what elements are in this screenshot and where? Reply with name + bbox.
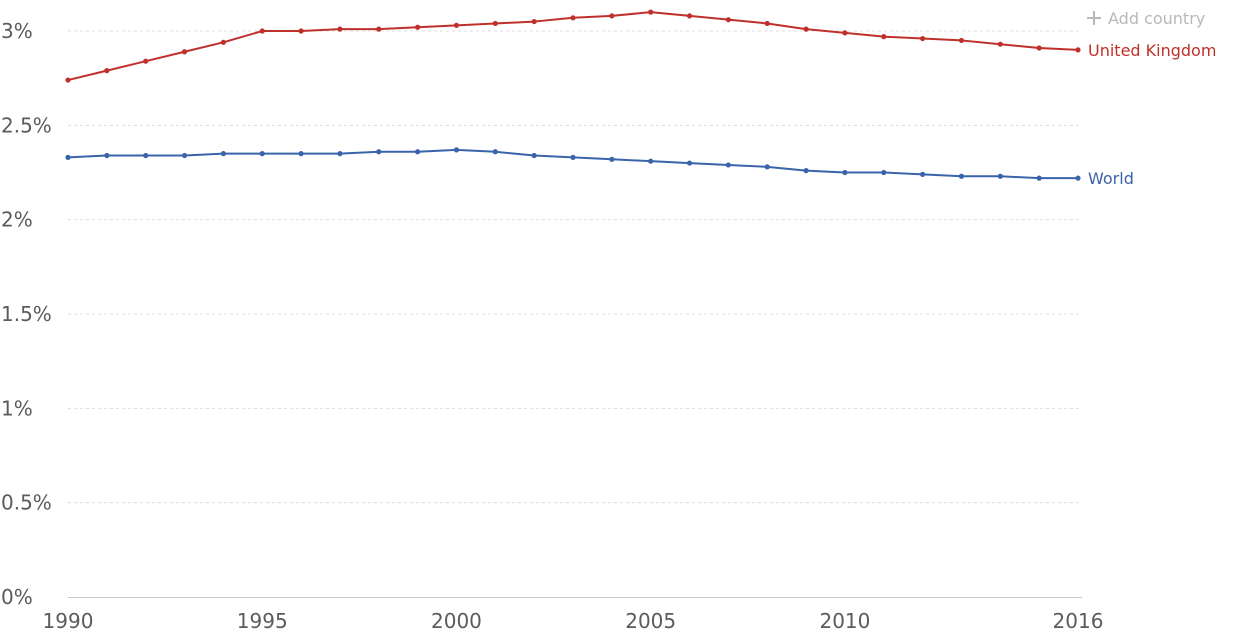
data-point-united-kingdom[interactable] xyxy=(104,68,110,74)
data-point-united-kingdom[interactable] xyxy=(337,26,343,32)
data-point-world[interactable] xyxy=(803,168,809,174)
data-point-world[interactable] xyxy=(881,169,887,176)
x-tick-label: 1990 xyxy=(43,609,94,633)
series-united-kingdom[interactable] xyxy=(65,9,1081,83)
data-point-united-kingdom[interactable] xyxy=(181,49,188,55)
data-point-united-kingdom[interactable] xyxy=(376,26,382,32)
data-point-world[interactable] xyxy=(997,173,1003,179)
data-point-world[interactable] xyxy=(920,171,926,177)
data-point-world[interactable] xyxy=(181,152,188,159)
y-tick-label: 0.5% xyxy=(1,491,52,515)
data-point-world[interactable] xyxy=(453,147,460,153)
data-point-world[interactable] xyxy=(492,149,498,155)
data-point-united-kingdom[interactable] xyxy=(1075,47,1081,53)
data-point-united-kingdom[interactable] xyxy=(298,28,304,34)
data-point-world[interactable] xyxy=(648,158,654,164)
data-point-world[interactable] xyxy=(143,152,149,159)
y-tick-label: 2.5% xyxy=(1,113,52,137)
x-tick-label: 1995 xyxy=(237,609,288,633)
data-point-united-kingdom[interactable] xyxy=(220,39,226,45)
data-point-world[interactable] xyxy=(1075,175,1081,181)
data-point-world[interactable] xyxy=(298,151,304,157)
data-point-world[interactable] xyxy=(65,154,71,161)
data-point-world[interactable] xyxy=(337,151,343,157)
data-point-united-kingdom[interactable] xyxy=(725,17,731,23)
x-tick-label: 2010 xyxy=(819,609,870,633)
data-point-united-kingdom[interactable] xyxy=(881,34,887,40)
data-point-united-kingdom[interactable] xyxy=(686,13,693,19)
data-point-united-kingdom[interactable] xyxy=(453,22,460,28)
data-point-united-kingdom[interactable] xyxy=(570,15,576,21)
add-country-button[interactable]: Add country xyxy=(1087,5,1205,31)
y-tick-label: 0% xyxy=(1,585,33,609)
data-point-united-kingdom[interactable] xyxy=(842,30,848,36)
data-point-united-kingdom[interactable] xyxy=(920,35,926,42)
data-point-united-kingdom[interactable] xyxy=(65,77,71,83)
data-point-united-kingdom[interactable] xyxy=(1036,45,1042,51)
y-tick-label: 2% xyxy=(1,208,33,232)
add-country-label: Add country xyxy=(1108,8,1206,28)
data-point-world[interactable] xyxy=(764,164,770,170)
series-line-united-kingdom xyxy=(67,11,1079,82)
data-point-world[interactable] xyxy=(609,156,615,162)
plus-icon xyxy=(1087,11,1101,25)
data-point-united-kingdom[interactable] xyxy=(997,41,1003,47)
series-labels: United Kingdom World xyxy=(1088,41,1216,188)
x-tick-label: 2005 xyxy=(625,609,676,633)
data-point-united-kingdom[interactable] xyxy=(958,37,965,44)
data-point-world[interactable] xyxy=(376,149,382,155)
series-label-world[interactable]: World xyxy=(1088,169,1134,188)
y-tick-label: 1.5% xyxy=(1,302,52,326)
data-point-united-kingdom[interactable] xyxy=(415,24,421,30)
series-line-world xyxy=(67,148,1078,180)
data-point-united-kingdom[interactable] xyxy=(143,58,149,64)
series-lines xyxy=(65,9,1081,181)
series-label-united-kingdom[interactable]: United Kingdom xyxy=(1088,41,1216,60)
data-point-united-kingdom[interactable] xyxy=(648,9,654,15)
data-point-united-kingdom[interactable] xyxy=(764,20,770,27)
data-point-united-kingdom[interactable] xyxy=(803,26,809,32)
gridlines xyxy=(68,30,1082,504)
x-tick-label: 2016 xyxy=(1053,609,1104,633)
data-point-world[interactable] xyxy=(104,152,110,159)
data-point-united-kingdom[interactable] xyxy=(492,20,498,27)
data-point-world[interactable] xyxy=(415,149,421,155)
data-point-world[interactable] xyxy=(531,152,537,159)
data-point-world[interactable] xyxy=(1036,175,1042,181)
x-tick-label: 2000 xyxy=(431,609,482,633)
data-point-world[interactable] xyxy=(570,154,576,161)
data-point-world[interactable] xyxy=(958,173,965,179)
data-point-world[interactable] xyxy=(686,160,693,166)
y-tick-label: 1% xyxy=(1,396,33,420)
data-point-world[interactable] xyxy=(220,151,226,157)
axes: 0% 0.5% 1% 1.5% 2% 2.5% 3% 1990 1995 2000 2005 2010… xyxy=(1,19,1103,633)
data-point-world[interactable] xyxy=(842,169,848,176)
data-point-world[interactable] xyxy=(725,162,731,168)
data-point-united-kingdom[interactable] xyxy=(609,13,615,19)
data-point-world[interactable] xyxy=(259,151,265,157)
y-tick-label: 3% xyxy=(1,19,33,43)
series-world[interactable] xyxy=(65,147,1081,181)
data-point-united-kingdom[interactable] xyxy=(531,18,537,25)
data-point-united-kingdom[interactable] xyxy=(259,28,265,34)
